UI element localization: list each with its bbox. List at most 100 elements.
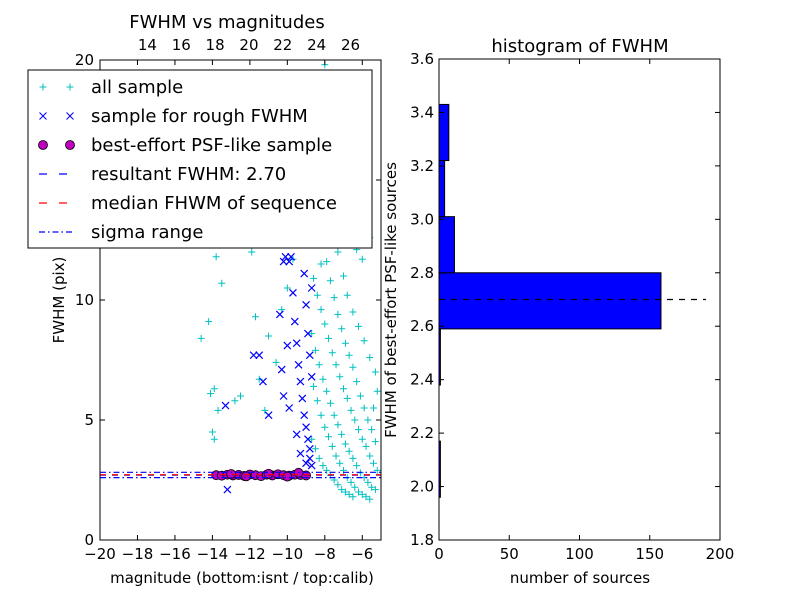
data-point xyxy=(334,248,342,256)
histogram-panel: histogram of FWHM 0 50 100 150 200 1.8 2.0 2.2… xyxy=(382,36,734,587)
legend-item: sample for rough FWHM xyxy=(39,106,308,127)
y-tick-label: 5 xyxy=(84,411,94,429)
data-point xyxy=(292,339,301,348)
data-point xyxy=(341,488,349,496)
top-tick-label: 26 xyxy=(341,36,360,54)
legend-label: best-effort PSF-like sample xyxy=(91,135,332,156)
histogram-bar-1 xyxy=(439,440,441,498)
data-point xyxy=(221,401,230,410)
scatter-panel: FWHM vs magnitudes 14 16 18 20 22 24 26 −20 −18… xyxy=(27,12,382,587)
data-point xyxy=(341,339,349,347)
data-point xyxy=(308,330,316,338)
data-point xyxy=(223,485,232,494)
legend-item: best-effort PSF-like sample xyxy=(38,135,332,156)
data-point xyxy=(259,377,267,386)
data-point xyxy=(340,385,348,393)
data-point xyxy=(338,430,346,438)
x-tick-label: −8 xyxy=(314,545,336,563)
x-tick-label: −18 xyxy=(122,545,154,563)
x-tick-label: −20 xyxy=(84,545,116,563)
data-point xyxy=(315,454,323,462)
x-tick-label: 100 xyxy=(565,545,594,563)
histogram-bars xyxy=(439,103,662,498)
data-point xyxy=(332,452,340,460)
legend-label: sigma range xyxy=(91,222,203,243)
x-tick-label: −14 xyxy=(197,545,229,563)
data-point xyxy=(321,320,329,328)
data-point xyxy=(289,288,297,297)
data-point xyxy=(340,272,348,280)
data-point xyxy=(349,363,357,371)
data-point xyxy=(311,346,319,354)
data-point xyxy=(285,257,294,266)
y-tick-label: 2.6 xyxy=(410,317,434,335)
data-point xyxy=(347,478,355,486)
histogram-bar-5 xyxy=(439,160,446,218)
reference-lines xyxy=(100,471,381,479)
data-point xyxy=(321,423,329,431)
data-point xyxy=(332,361,340,369)
data-point xyxy=(307,461,316,470)
data-point xyxy=(248,248,256,256)
data-point xyxy=(208,428,216,436)
data-point xyxy=(338,325,346,333)
data-point xyxy=(325,433,333,441)
data-point xyxy=(336,373,344,381)
data-point xyxy=(355,488,363,496)
top-axis-ticks: 14 16 18 20 22 24 26 xyxy=(138,36,360,54)
top-tick-label: 18 xyxy=(206,36,225,54)
data-point xyxy=(368,483,376,491)
top-tick-label: 24 xyxy=(307,36,326,54)
y-tick-label: 3.4 xyxy=(410,103,434,121)
data-point xyxy=(205,318,213,326)
data-point xyxy=(313,397,321,405)
y-tick-label: 2.2 xyxy=(410,424,434,442)
y-tick-label: 0 xyxy=(84,531,94,549)
data-point xyxy=(210,435,218,443)
x-axis-ticks: −20 −18 −16 −14 −12 −10 −8 −6 xyxy=(84,60,373,563)
data-point xyxy=(277,365,286,374)
data-point xyxy=(351,483,359,491)
data-point xyxy=(358,490,366,498)
y-tick-label: 10 xyxy=(75,291,94,309)
data-point xyxy=(290,317,299,326)
data-point xyxy=(308,435,316,443)
y-tick-label: 3.2 xyxy=(410,157,434,175)
data-point xyxy=(370,459,378,467)
data-point xyxy=(310,382,318,390)
scatter-x-label: magnitude (bottom:isnt / top:calib) xyxy=(110,569,374,587)
data-point xyxy=(334,310,342,318)
data-point xyxy=(311,445,319,453)
data-point xyxy=(360,404,368,412)
data-point xyxy=(212,253,220,261)
data-point xyxy=(218,279,226,287)
data-point xyxy=(371,438,379,446)
x-tick-label: −10 xyxy=(272,545,304,563)
data-point xyxy=(281,252,290,261)
data-point xyxy=(334,481,342,489)
histogram-plot-area xyxy=(438,58,721,541)
data-point xyxy=(302,459,310,468)
data-point xyxy=(323,387,331,395)
data-point xyxy=(362,442,370,450)
data-point xyxy=(283,341,292,350)
data-point xyxy=(349,493,357,501)
data-point xyxy=(305,454,314,463)
top-tick-label: 14 xyxy=(138,36,157,54)
histogram-x-axis-ticks: 0 50 100 150 200 xyxy=(434,59,734,563)
y-tick-label: 3.6 xyxy=(410,50,434,68)
x-tick-label: −16 xyxy=(159,545,191,563)
data-point xyxy=(241,471,252,482)
data-point xyxy=(345,351,353,359)
data-point xyxy=(371,486,379,494)
data-point xyxy=(347,406,355,414)
data-point xyxy=(317,411,325,419)
data-point xyxy=(334,421,342,429)
y-tick-label: 2.0 xyxy=(410,478,434,496)
data-point xyxy=(302,300,310,309)
data-point xyxy=(214,406,222,414)
data-point xyxy=(355,426,363,434)
data-point xyxy=(197,334,205,342)
data-point xyxy=(300,269,309,278)
